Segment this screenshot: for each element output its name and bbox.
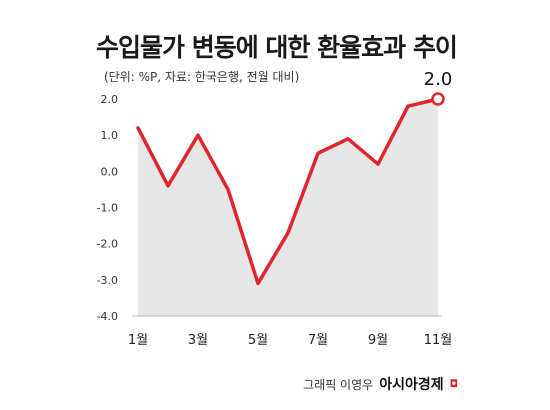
y-tick-label: -1.0 [97, 202, 118, 215]
data-point [316, 151, 320, 155]
credit: 그래픽 이영우 아시아경제 ◘ [303, 374, 458, 394]
y-tick-label: 0.0 [101, 165, 119, 178]
data-point [166, 184, 170, 188]
chart-subtitle: (단위: %P, 자료: 한국은행, 전월 대비) [104, 70, 300, 84]
credit-text: 그래픽 이영우 [303, 377, 374, 392]
y-tick-label: 2.0 [101, 93, 119, 106]
data-point [376, 162, 380, 166]
x-tick-label: 9월 [368, 333, 388, 348]
y-tick-label: -3.0 [97, 274, 118, 287]
data-label-last: 2.0 [424, 69, 453, 90]
data-point [406, 104, 410, 108]
x-tick-label: 5월 [248, 333, 268, 348]
x-tick-label: 1월 [128, 333, 148, 348]
brand-mark-icon: ◘ [449, 378, 458, 390]
data-point [196, 133, 200, 137]
data-point [136, 126, 140, 130]
y-tick-label: 1.0 [101, 129, 119, 142]
data-point [256, 281, 260, 285]
chart-title: 수입물가 변동에 대한 환율효과 추이 [96, 33, 458, 62]
last-point-marker [431, 92, 445, 106]
x-tick-label: 11월 [424, 333, 453, 348]
brand-logo: 아시아경제 [379, 377, 444, 393]
data-point [286, 231, 290, 235]
y-tick-label: -4.0 [97, 310, 118, 323]
data-point [346, 137, 350, 141]
y-tick-label: -2.0 [97, 238, 118, 251]
x-tick-label: 3월 [188, 333, 208, 348]
data-point [226, 187, 230, 191]
x-tick-label: 7월 [308, 333, 328, 348]
